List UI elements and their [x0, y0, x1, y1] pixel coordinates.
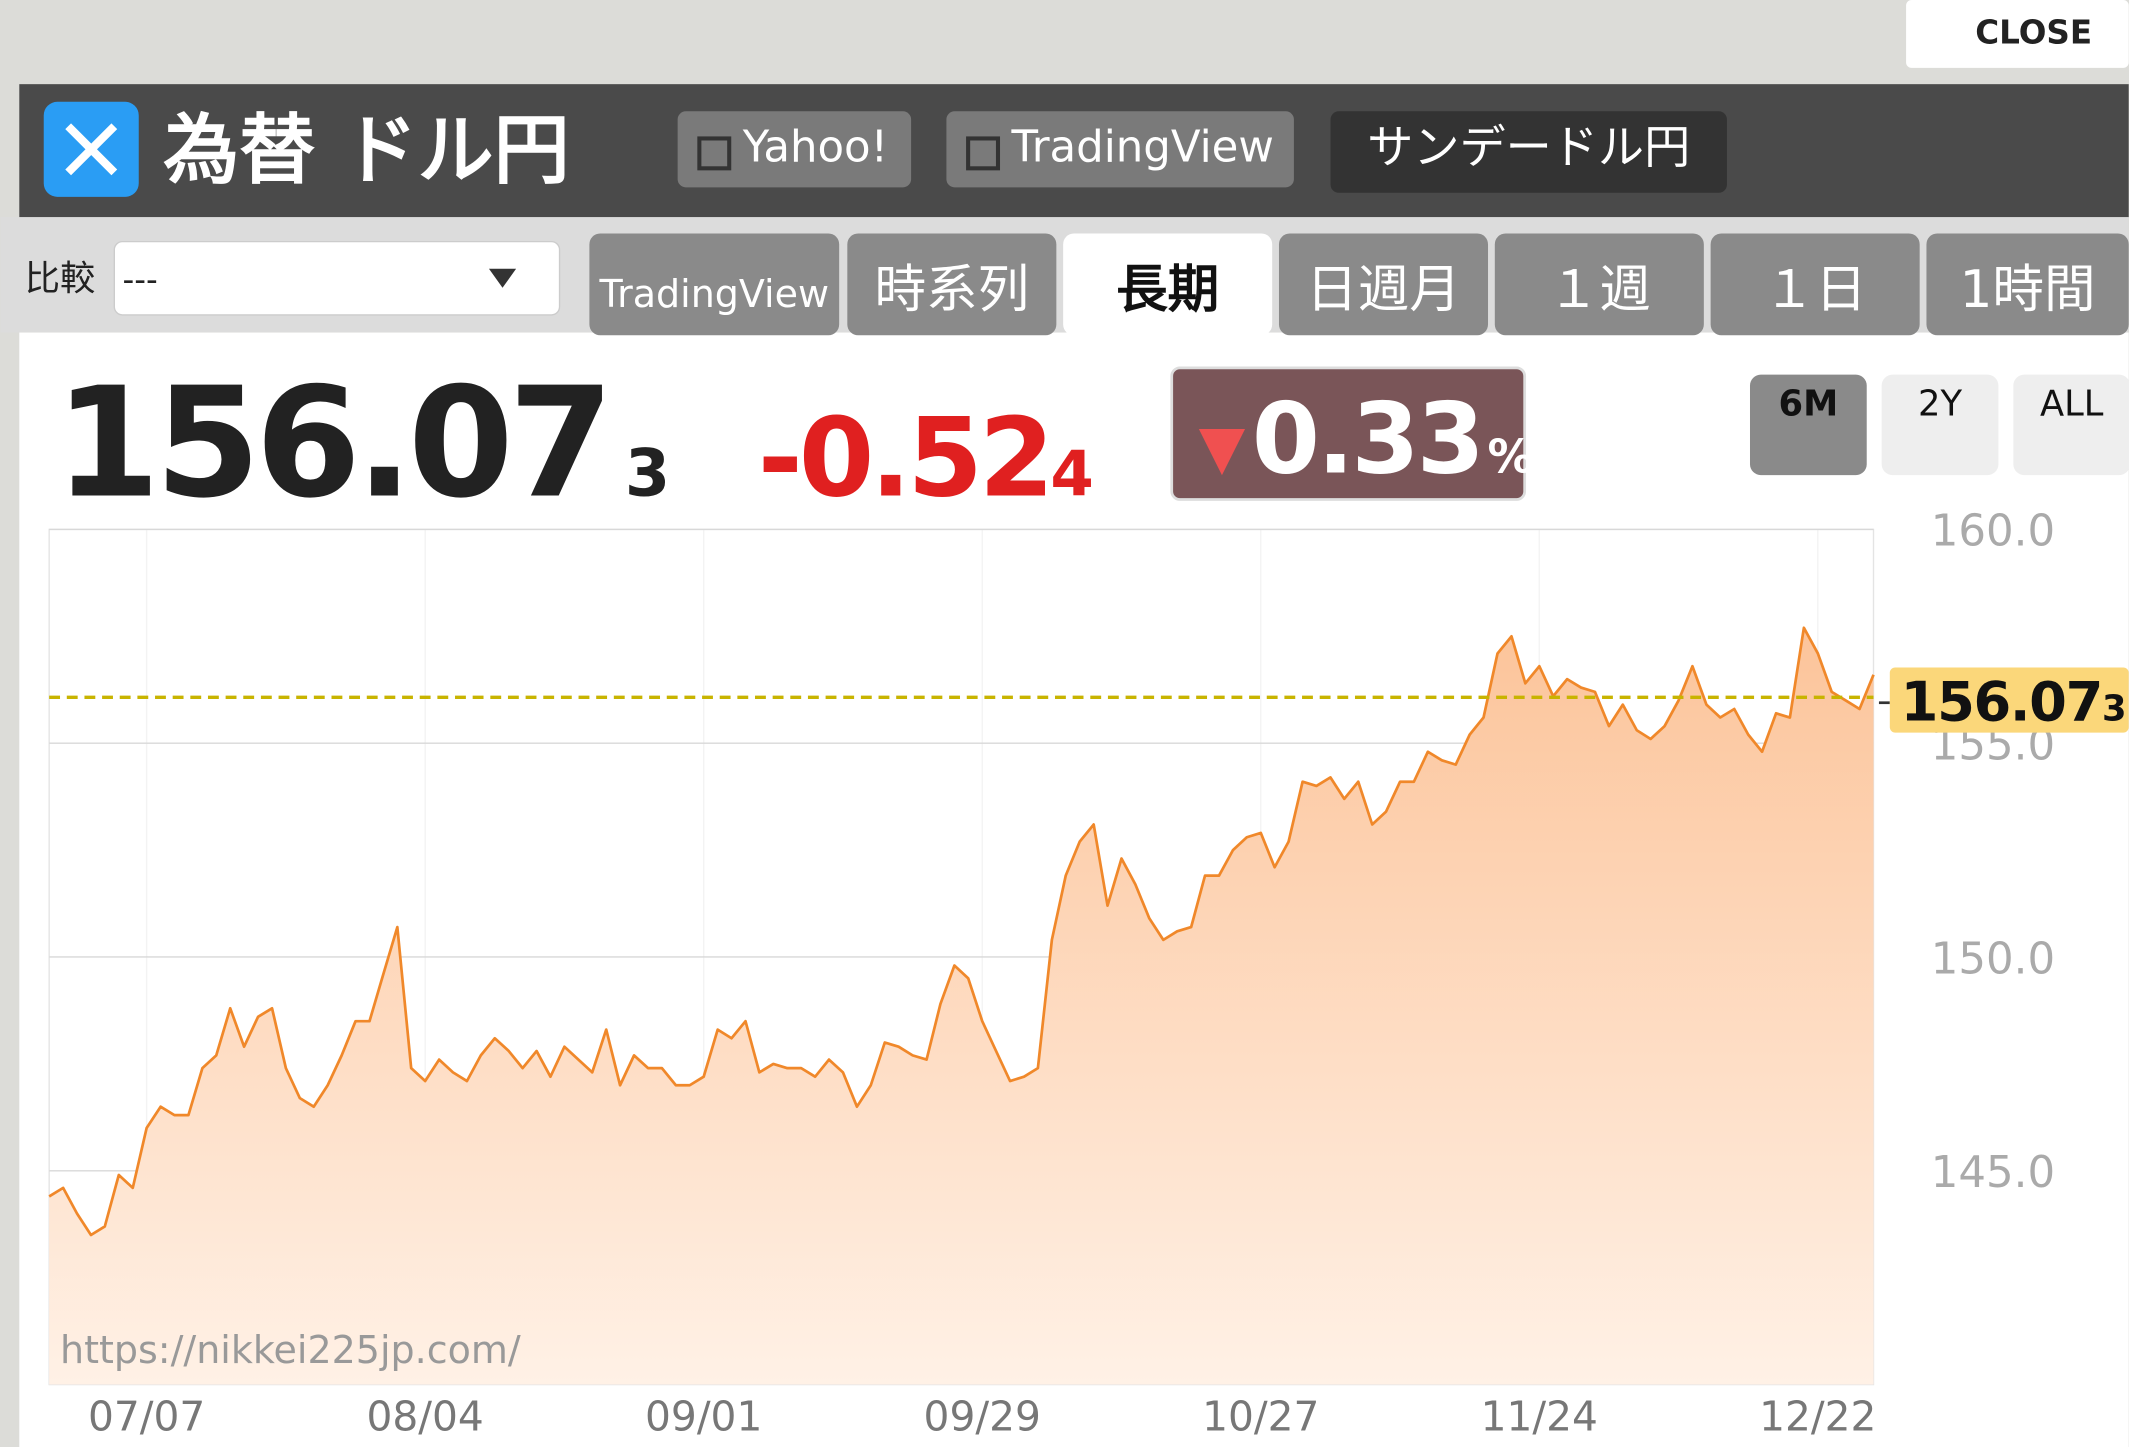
x-tick-label: 11/24	[1481, 1393, 1598, 1441]
watermark: https://nikkei225jp.com/	[60, 1328, 521, 1372]
price-tag-text: 156.073	[1901, 670, 2126, 733]
range-button[interactable]	[1881, 374, 1999, 476]
tab[interactable]	[1063, 233, 1273, 336]
link-label[interactable]: サンデードル円	[1367, 120, 1690, 174]
link-button[interactable]	[1330, 111, 1727, 193]
link-button[interactable]	[946, 111, 1294, 188]
change: -0.524	[758, 394, 1092, 521]
tab-label[interactable]: TradingView	[598, 272, 829, 316]
range-label[interactable]: ALL	[2040, 383, 2104, 424]
link-button[interactable]	[677, 111, 912, 188]
x-tick-label: 09/29	[924, 1393, 1041, 1441]
tab-label[interactable]: 時系列	[874, 260, 1029, 320]
tab-label[interactable]: 1時間	[1960, 260, 2096, 320]
price-tag-sub: 3	[2102, 688, 2125, 729]
link-label[interactable]: TradingView	[1011, 123, 1274, 173]
change-main: -0.52	[758, 394, 1051, 521]
y-tick-label: 160.0	[1931, 507, 2055, 557]
dropdown-arrow	[488, 268, 517, 288]
tab[interactable]	[1278, 233, 1489, 336]
range-label[interactable]: 6M	[1779, 383, 1839, 424]
price-tag-main: 156.07	[1901, 670, 2102, 733]
y-tick-label: 150.0	[1931, 934, 2055, 984]
price-sub: 3	[625, 436, 666, 511]
link-icon	[697, 136, 732, 171]
tab[interactable]	[589, 233, 840, 336]
close-button[interactable]	[1906, 0, 2129, 68]
close-label[interactable]: CLOSE	[1975, 13, 2092, 51]
price: 156.07 3	[55, 354, 666, 531]
tab[interactable]	[847, 233, 1057, 336]
page-title: 為替 ドル円	[163, 105, 569, 194]
tab-label[interactable]: 日週月	[1306, 260, 1461, 320]
compare-select[interactable]	[113, 240, 561, 316]
link-icon	[966, 136, 1001, 171]
tab[interactable]	[1710, 233, 1920, 336]
percent-unit: %	[1488, 429, 1533, 483]
percent-value: 0.33	[1252, 382, 1482, 496]
percent: 0.33%	[1252, 382, 1533, 496]
link-label[interactable]: Yahoo!	[742, 123, 888, 173]
x-tick-label: 07/07	[88, 1393, 205, 1441]
x-tick-label: 08/04	[366, 1393, 483, 1441]
tab-label[interactable]: １週	[1548, 260, 1651, 320]
tab[interactable]	[1494, 233, 1704, 336]
area-fill	[49, 627, 1874, 1385]
percent-box	[1170, 366, 1527, 501]
down-triangle	[1198, 428, 1246, 476]
range-button[interactable]	[1749, 374, 1867, 476]
compare-label: 比較	[25, 258, 96, 299]
price-line	[48, 626, 1875, 1237]
tab[interactable]	[1926, 233, 2129, 336]
x-tick-label: 10/27	[1202, 1393, 1319, 1441]
compare-value[interactable]: ---	[122, 260, 157, 298]
x-tick-label: 12/22	[1759, 1393, 1876, 1441]
range-label[interactable]: 2Y	[1918, 383, 1962, 424]
x-logo-mark	[65, 123, 118, 176]
change-sub: 4	[1050, 437, 1091, 510]
price-main: 156.07	[55, 354, 609, 531]
y-tick-label: 145.0	[1931, 1148, 2055, 1198]
tab-label[interactable]: １日	[1764, 260, 1867, 320]
x-tick-label: 09/01	[645, 1393, 762, 1441]
price-tag	[1889, 667, 2129, 733]
tab-label[interactable]: 長期	[1116, 260, 1219, 320]
range-button[interactable]	[2013, 374, 2129, 476]
